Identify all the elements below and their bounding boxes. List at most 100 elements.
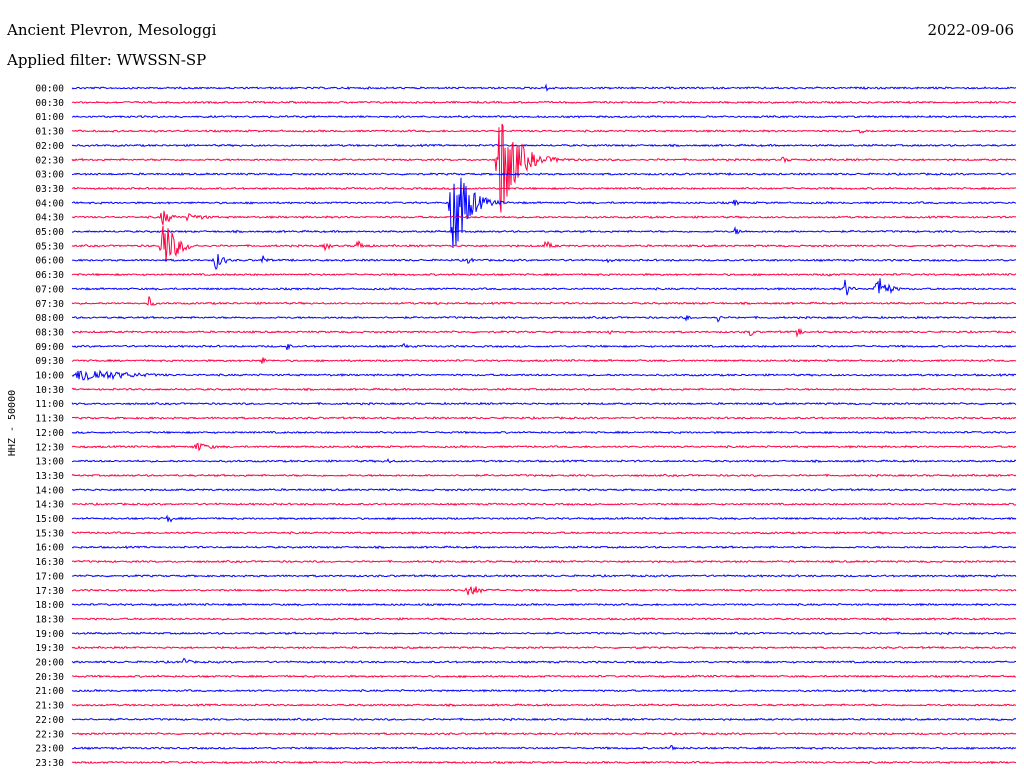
filter-label: Applied filter: WWSSN-SP [7, 51, 207, 69]
trace-line [71, 172, 1017, 176]
station-title: Ancient Plevron, Mesologgi [7, 21, 217, 39]
trace-line [71, 253, 1017, 270]
trace-line [71, 602, 1017, 607]
trace-line [71, 559, 1017, 564]
row-label: 16:00 [35, 543, 64, 554]
row-label: 07:30 [35, 299, 64, 310]
row-label: 07:00 [35, 284, 64, 295]
trace-line [71, 545, 1017, 550]
row-label: 03:00 [35, 170, 64, 181]
trace-line [72, 315, 1017, 323]
trace-line [71, 387, 1017, 392]
trace-line [71, 645, 1017, 650]
row-label: 13:30 [35, 471, 64, 482]
trace-line [71, 760, 1016, 765]
row-label: 22:00 [35, 715, 64, 726]
trace-line [71, 415, 1017, 420]
row-label: 17:00 [35, 571, 64, 582]
date-label: 2022-09-06 [927, 21, 1014, 39]
row-label: 15:30 [35, 528, 64, 539]
row-label: 14:00 [35, 485, 64, 496]
row-label: 09:00 [35, 342, 64, 353]
trace-line [71, 296, 1017, 306]
trace-line [71, 617, 1017, 621]
row-label: 12:00 [35, 428, 64, 439]
row-label: 23:00 [35, 744, 64, 755]
trace-line [71, 586, 1017, 596]
trace-line [71, 123, 1017, 213]
row-label: 04:00 [35, 198, 64, 209]
row-label: 18:30 [35, 614, 64, 625]
row-label: 17:30 [35, 586, 64, 597]
trace-line [71, 369, 1017, 381]
row-label: 01:30 [35, 127, 64, 138]
trace-line [71, 703, 1017, 708]
row-label: 20:30 [35, 672, 64, 683]
row-label: 02:30 [35, 155, 64, 166]
trace-line [71, 357, 1017, 364]
trace-line [71, 688, 1017, 693]
trace-line [71, 573, 1017, 578]
trace-line [71, 717, 1017, 722]
trace-line [71, 731, 1017, 736]
trace-line [71, 473, 1017, 478]
trace-line [71, 342, 1017, 351]
row-label: 11:00 [35, 399, 64, 410]
row-label: 21:00 [35, 686, 64, 697]
trace-line [71, 83, 1017, 93]
trace-line [71, 657, 1017, 664]
trace-line [71, 401, 1017, 406]
row-label: 12:30 [35, 442, 64, 453]
row-label: 02:00 [35, 141, 64, 152]
row-label: 05:00 [35, 227, 64, 238]
trace-group [71, 83, 1017, 765]
trace-line [71, 458, 1017, 464]
row-label: 11:30 [35, 414, 64, 425]
row-label: 13:00 [35, 457, 64, 468]
trace-line [71, 514, 1017, 523]
trace-line [71, 272, 1017, 277]
row-label: 10:30 [35, 385, 64, 396]
trace-line [71, 327, 1017, 338]
row-label: 06:30 [35, 270, 64, 281]
trace-line [71, 114, 1017, 119]
row-label: 22:30 [35, 729, 64, 740]
row-label: 00:30 [35, 98, 64, 109]
row-label: 16:30 [35, 557, 64, 568]
trace-line [71, 530, 1017, 535]
row-label-group: 00:00 00:30 01:00 01:30 02:00 02:30 03:00 03:30… [35, 84, 64, 769]
trace-line [71, 631, 1017, 636]
channel-label: HHZ - 50000 [7, 390, 18, 456]
row-label: 08:30 [35, 327, 64, 338]
row-label: 18:00 [35, 600, 64, 611]
row-label: 20:00 [35, 658, 64, 669]
trace-line [71, 442, 1017, 452]
row-label: 10:00 [35, 371, 64, 382]
row-label: 19:00 [35, 629, 64, 640]
trace-line [71, 186, 1017, 191]
row-label: 09:30 [35, 356, 64, 367]
row-label: 23:30 [35, 758, 64, 769]
trace-line [71, 502, 1017, 507]
trace-line [71, 430, 1017, 435]
row-label: 19:30 [35, 643, 64, 654]
row-label: 05:30 [35, 241, 64, 252]
row-label: 14:30 [35, 500, 64, 511]
row-label: 01:00 [35, 112, 64, 123]
trace-line [71, 210, 1017, 226]
trace-line [71, 129, 1017, 134]
trace-line [71, 225, 1017, 262]
trace-line [71, 745, 1017, 751]
trace-line [71, 100, 1017, 105]
trace-line [71, 278, 1017, 296]
row-label: 15:00 [35, 514, 64, 525]
row-label: 03:30 [35, 184, 64, 195]
trace-line [71, 177, 1017, 249]
trace-line [71, 487, 1017, 492]
row-label: 04:30 [35, 213, 64, 224]
trace-line [72, 225, 1017, 235]
row-label: 00:00 [35, 84, 64, 95]
row-label: 06:00 [35, 256, 64, 267]
trace-line [71, 674, 1017, 679]
